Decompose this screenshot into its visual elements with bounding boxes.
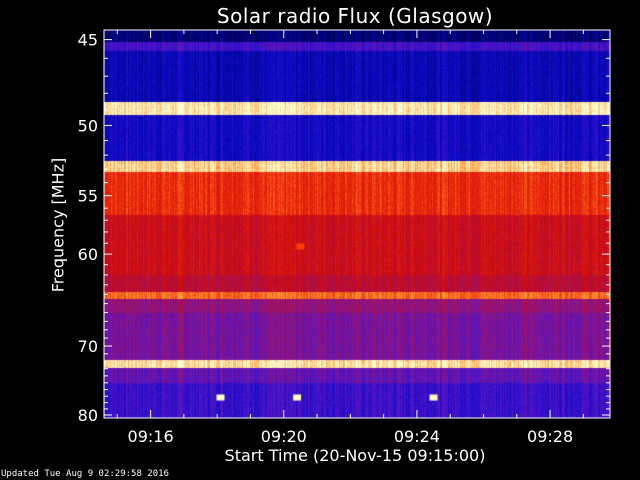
updated-timestamp: Updated Tue Aug 9 02:29:58 2016: [1, 469, 169, 479]
y-tick-label: 50: [78, 116, 98, 135]
x-tick-label: 09:28: [527, 427, 573, 446]
x-tick-label: 09:16: [128, 427, 174, 446]
spectrogram-heatmap: [104, 30, 610, 418]
y-tick-label: 45: [78, 31, 98, 50]
y-tick-label: 80: [78, 406, 98, 425]
y-axis-label: Frequency [MHz]: [48, 157, 68, 293]
x-tick-label: 09:20: [261, 427, 307, 446]
spectrogram-plot-area: [104, 30, 610, 418]
y-tick-label: 60: [78, 245, 98, 264]
y-tick-label: 55: [78, 187, 98, 206]
x-axis-label: Start Time (20-Nov-15 09:15:00): [224, 446, 486, 465]
x-tick-label: 09:24: [394, 427, 440, 446]
chart-title: Solar radio Flux (Glasgow): [216, 4, 494, 28]
y-tick-label: 70: [78, 337, 98, 356]
